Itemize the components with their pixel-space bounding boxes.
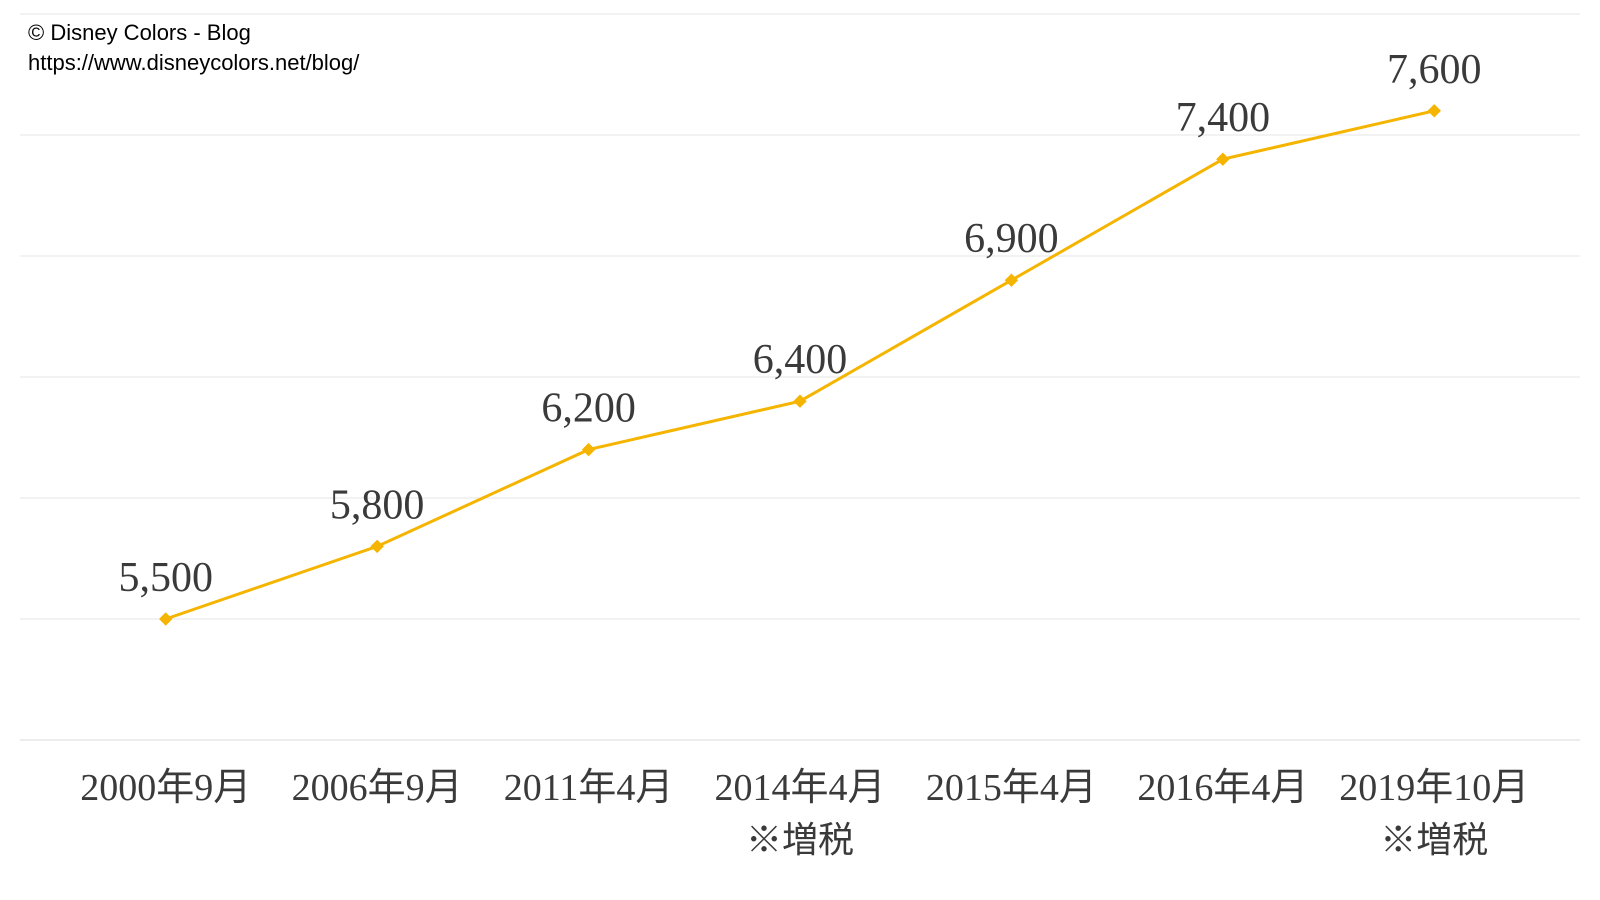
- attribution-line-1: © Disney Colors - Blog: [28, 18, 359, 48]
- x-axis-label: 2016年4月: [1137, 767, 1308, 809]
- x-axis-label: 2014年4月: [714, 767, 885, 809]
- data-marker: [583, 444, 595, 456]
- line-chart: 5,500 5,800 6,200 6,400 6,900 7,400 7,600 2000年…: [0, 0, 1600, 900]
- x-axis-label: 2006年9月: [292, 767, 463, 809]
- data-marker: [160, 613, 172, 625]
- attribution-block: © Disney Colors - Blog https://www.disne…: [28, 18, 359, 77]
- x-axis-label: 2011年4月: [504, 767, 674, 809]
- data-label: 5,800: [330, 482, 425, 528]
- data-marker: [1428, 105, 1440, 117]
- x-axis-label-note: ※増税: [1380, 820, 1488, 860]
- chart-container: © Disney Colors - Blog https://www.disne…: [0, 0, 1600, 900]
- data-label: 6,900: [964, 216, 1059, 262]
- data-marker: [794, 395, 806, 407]
- x-axis-label: 2000年9月: [80, 767, 251, 809]
- data-label: 7,600: [1387, 47, 1482, 93]
- x-axis-label-note: ※増税: [746, 820, 854, 860]
- data-marker: [1005, 274, 1017, 286]
- data-label: 7,400: [1176, 95, 1271, 141]
- attribution-line-2: https://www.disneycolors.net/blog/: [28, 48, 359, 78]
- data-label: 6,400: [753, 337, 848, 383]
- data-marker: [371, 540, 383, 552]
- x-axis-label: 2019年10月: [1339, 767, 1529, 809]
- data-label: 6,200: [541, 386, 636, 432]
- data-marker: [1217, 153, 1229, 165]
- x-axis-label: 2015年4月: [926, 767, 1097, 809]
- data-label: 5,500: [118, 555, 213, 601]
